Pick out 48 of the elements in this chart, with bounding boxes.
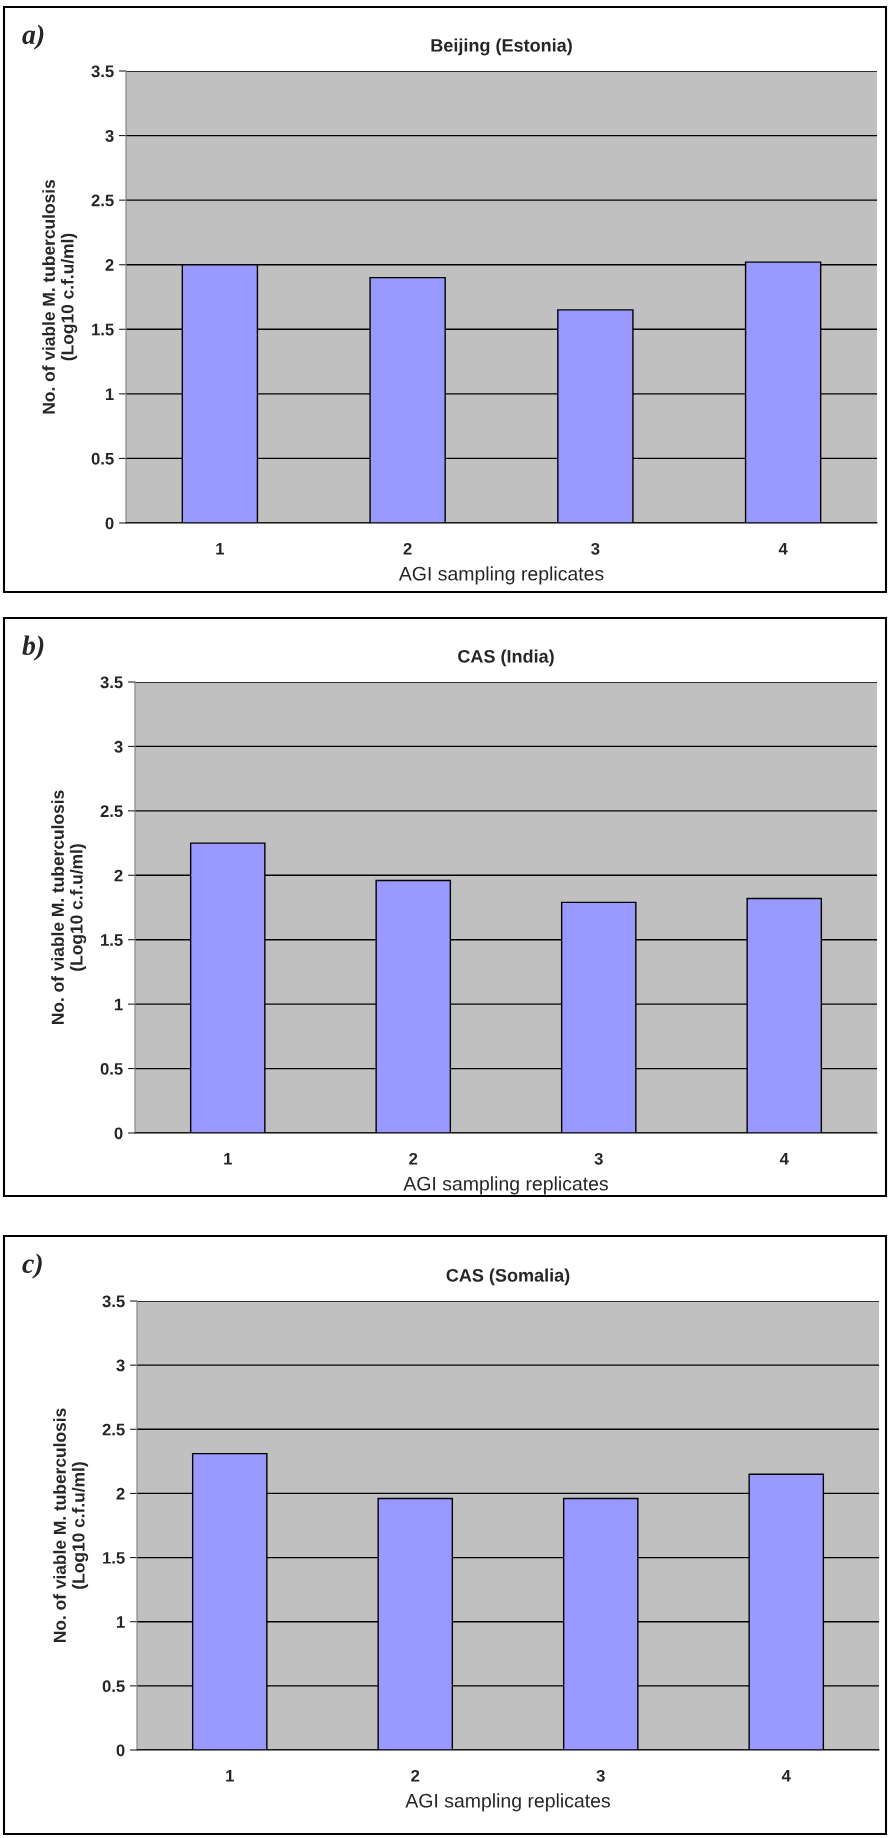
- y-tick-label: 1: [105, 388, 114, 400]
- y-tick-label: 3: [105, 129, 114, 142]
- x-tick-label: 2: [409, 1152, 418, 1165]
- x-tick-label: 1: [216, 543, 225, 555]
- y-tick-label: 0.5: [91, 452, 114, 465]
- y-tick-label: 3: [116, 1359, 125, 1372]
- y-tick-label: 2.5: [91, 194, 114, 207]
- y-tick-label: 0.5: [102, 1680, 125, 1693]
- y-axis-title: No. of viable M. tuberculosis (Log10 c.f.u/ml): [42, 180, 78, 414]
- chart-title: CAS (Somalia): [446, 1268, 570, 1286]
- y-tick-label: 3.5: [91, 65, 114, 78]
- text: a): [22, 24, 44, 50]
- x-tick-label: 4: [779, 1153, 789, 1165]
- chart-title: CAS (India): [458, 649, 554, 667]
- x-axis-title: AGI sampling replicates: [403, 1176, 608, 1195]
- x-tick-label: 1: [226, 1770, 234, 1782]
- x-tick-label: 4: [781, 1770, 791, 1782]
- y-tick-label: 2.5: [102, 1423, 125, 1436]
- y-tick-label: 1.5: [92, 323, 114, 336]
- y-tick-label: 1.5: [103, 1552, 125, 1564]
- x-tick-label: 2: [411, 1769, 420, 1782]
- x-tick-label: 4: [778, 543, 788, 555]
- x-tick-label: 3: [596, 1769, 605, 1782]
- y-tick-label: 0: [105, 517, 114, 530]
- y-tick-label: 2: [114, 869, 123, 882]
- y-tick-label: 0: [116, 1744, 125, 1757]
- x-tick-label: 3: [594, 1152, 603, 1165]
- text: b): [22, 635, 44, 661]
- y-tick-label: 2.5: [100, 805, 123, 818]
- y-tick-label: 1.5: [101, 934, 123, 946]
- x-tick-label: 3: [591, 542, 600, 555]
- y-tick-label: 2: [105, 259, 114, 271]
- x-axis-title: AGI sampling replicates: [405, 1793, 610, 1812]
- chart-title: Beijing (Estonia): [431, 38, 572, 56]
- y-tick-label: 0.5: [100, 1062, 123, 1075]
- x-tick-label: 2: [403, 542, 412, 555]
- x-tick-label: 1: [224, 1153, 232, 1165]
- y-axis-title: No. of viable M. tuberculosis (Log10 c.f.u/ml): [53, 1408, 89, 1643]
- text: c): [22, 1253, 42, 1279]
- y-tick-label: 0: [114, 1127, 123, 1140]
- y-tick-label: 3.5: [100, 676, 123, 689]
- y-tick-label: 3: [114, 740, 123, 753]
- x-axis-title: AGI sampling replicates: [398, 566, 604, 585]
- y-tick-label: 2: [116, 1487, 125, 1500]
- y-tick-label: 3.5: [102, 1295, 125, 1308]
- y-tick-label: 1: [114, 998, 123, 1011]
- y-axis-title: No. of viable M. tuberculosis (Log10 c.f.u/ml): [51, 790, 87, 1025]
- y-tick-label: 1: [116, 1616, 125, 1628]
